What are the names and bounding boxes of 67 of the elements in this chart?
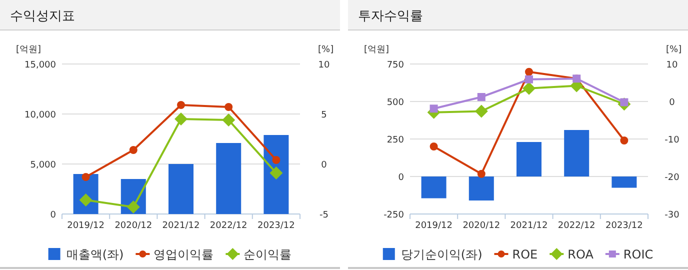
point xyxy=(477,170,486,178)
y-axis-title: [억원] xyxy=(364,45,390,55)
y2-tick-label: 0 xyxy=(321,160,328,170)
y-tick-label: -250 xyxy=(384,210,404,220)
y-tick-label: 0 xyxy=(398,173,404,183)
legend-label: ROA xyxy=(568,248,594,262)
point xyxy=(174,112,188,126)
bar xyxy=(564,130,590,176)
y-tick-label: 500 xyxy=(386,98,404,108)
x-tick-label: 2022/12 xyxy=(558,221,596,231)
point xyxy=(522,82,536,95)
y2-tick-label: 10 xyxy=(318,60,330,70)
y2-tick-label: 10 xyxy=(666,60,678,70)
bar xyxy=(421,176,446,198)
point xyxy=(525,68,533,76)
y2-axis-title: [%] xyxy=(318,45,334,55)
point xyxy=(222,114,236,126)
y-tick-label: 5,000 xyxy=(30,160,56,170)
y-tick-label: 10,000 xyxy=(24,110,56,120)
point xyxy=(270,166,283,180)
y-tick-label: 0 xyxy=(50,210,56,220)
point xyxy=(477,93,486,101)
point xyxy=(224,103,233,111)
point xyxy=(272,156,280,164)
bar xyxy=(612,176,637,188)
bar xyxy=(168,164,194,214)
y2-axis-title: [%] xyxy=(666,45,682,55)
y2-tick-label: -10 xyxy=(664,136,680,146)
y2-tick-label: 5 xyxy=(321,110,327,120)
bar xyxy=(468,176,494,200)
point xyxy=(82,173,90,181)
x-tick-label: 2019/12 xyxy=(67,221,104,231)
legend-label: 영업이익률 xyxy=(154,248,214,262)
x-tick-label: 2020/12 xyxy=(114,221,152,231)
x-tick-label: 2023/12 xyxy=(606,221,643,231)
legend-label: 순이익률 xyxy=(244,248,292,262)
legend-label: 매출액(좌) xyxy=(66,248,124,262)
y2-tick-label: -30 xyxy=(664,210,680,220)
y-tick-label: 750 xyxy=(386,60,404,70)
x-tick-label: 2020/12 xyxy=(462,221,500,231)
x-tick-label: 2019/12 xyxy=(415,221,452,231)
legend-label: ROIC xyxy=(623,248,654,262)
point xyxy=(177,101,185,109)
chart-title: 수익성지표 xyxy=(10,9,75,24)
y2-tick-label: -20 xyxy=(664,173,680,183)
y2-tick-label: 0 xyxy=(669,98,676,108)
y2-tick-label: -5 xyxy=(320,210,328,220)
point xyxy=(430,142,438,150)
bar xyxy=(516,142,542,176)
y-tick-label: 250 xyxy=(386,136,404,146)
x-tick-label: 2021/12 xyxy=(162,221,200,231)
point xyxy=(525,75,533,84)
point xyxy=(430,104,438,113)
y-axis-title: [억원] xyxy=(16,45,42,55)
bar xyxy=(264,135,289,214)
point xyxy=(129,146,138,154)
point xyxy=(474,104,488,118)
point xyxy=(126,200,140,214)
x-tick-label: 2022/12 xyxy=(210,221,248,231)
y-tick-label: 15,000 xyxy=(24,60,56,70)
x-tick-label: 2023/12 xyxy=(258,221,295,231)
legend-label: 당기순이익(좌) xyxy=(400,248,482,262)
legend-label: ROE xyxy=(512,248,538,262)
bar xyxy=(216,143,242,214)
point xyxy=(620,136,628,144)
chart-title: 투자수익률 xyxy=(358,9,423,24)
x-tick-label: 2021/12 xyxy=(510,221,548,231)
